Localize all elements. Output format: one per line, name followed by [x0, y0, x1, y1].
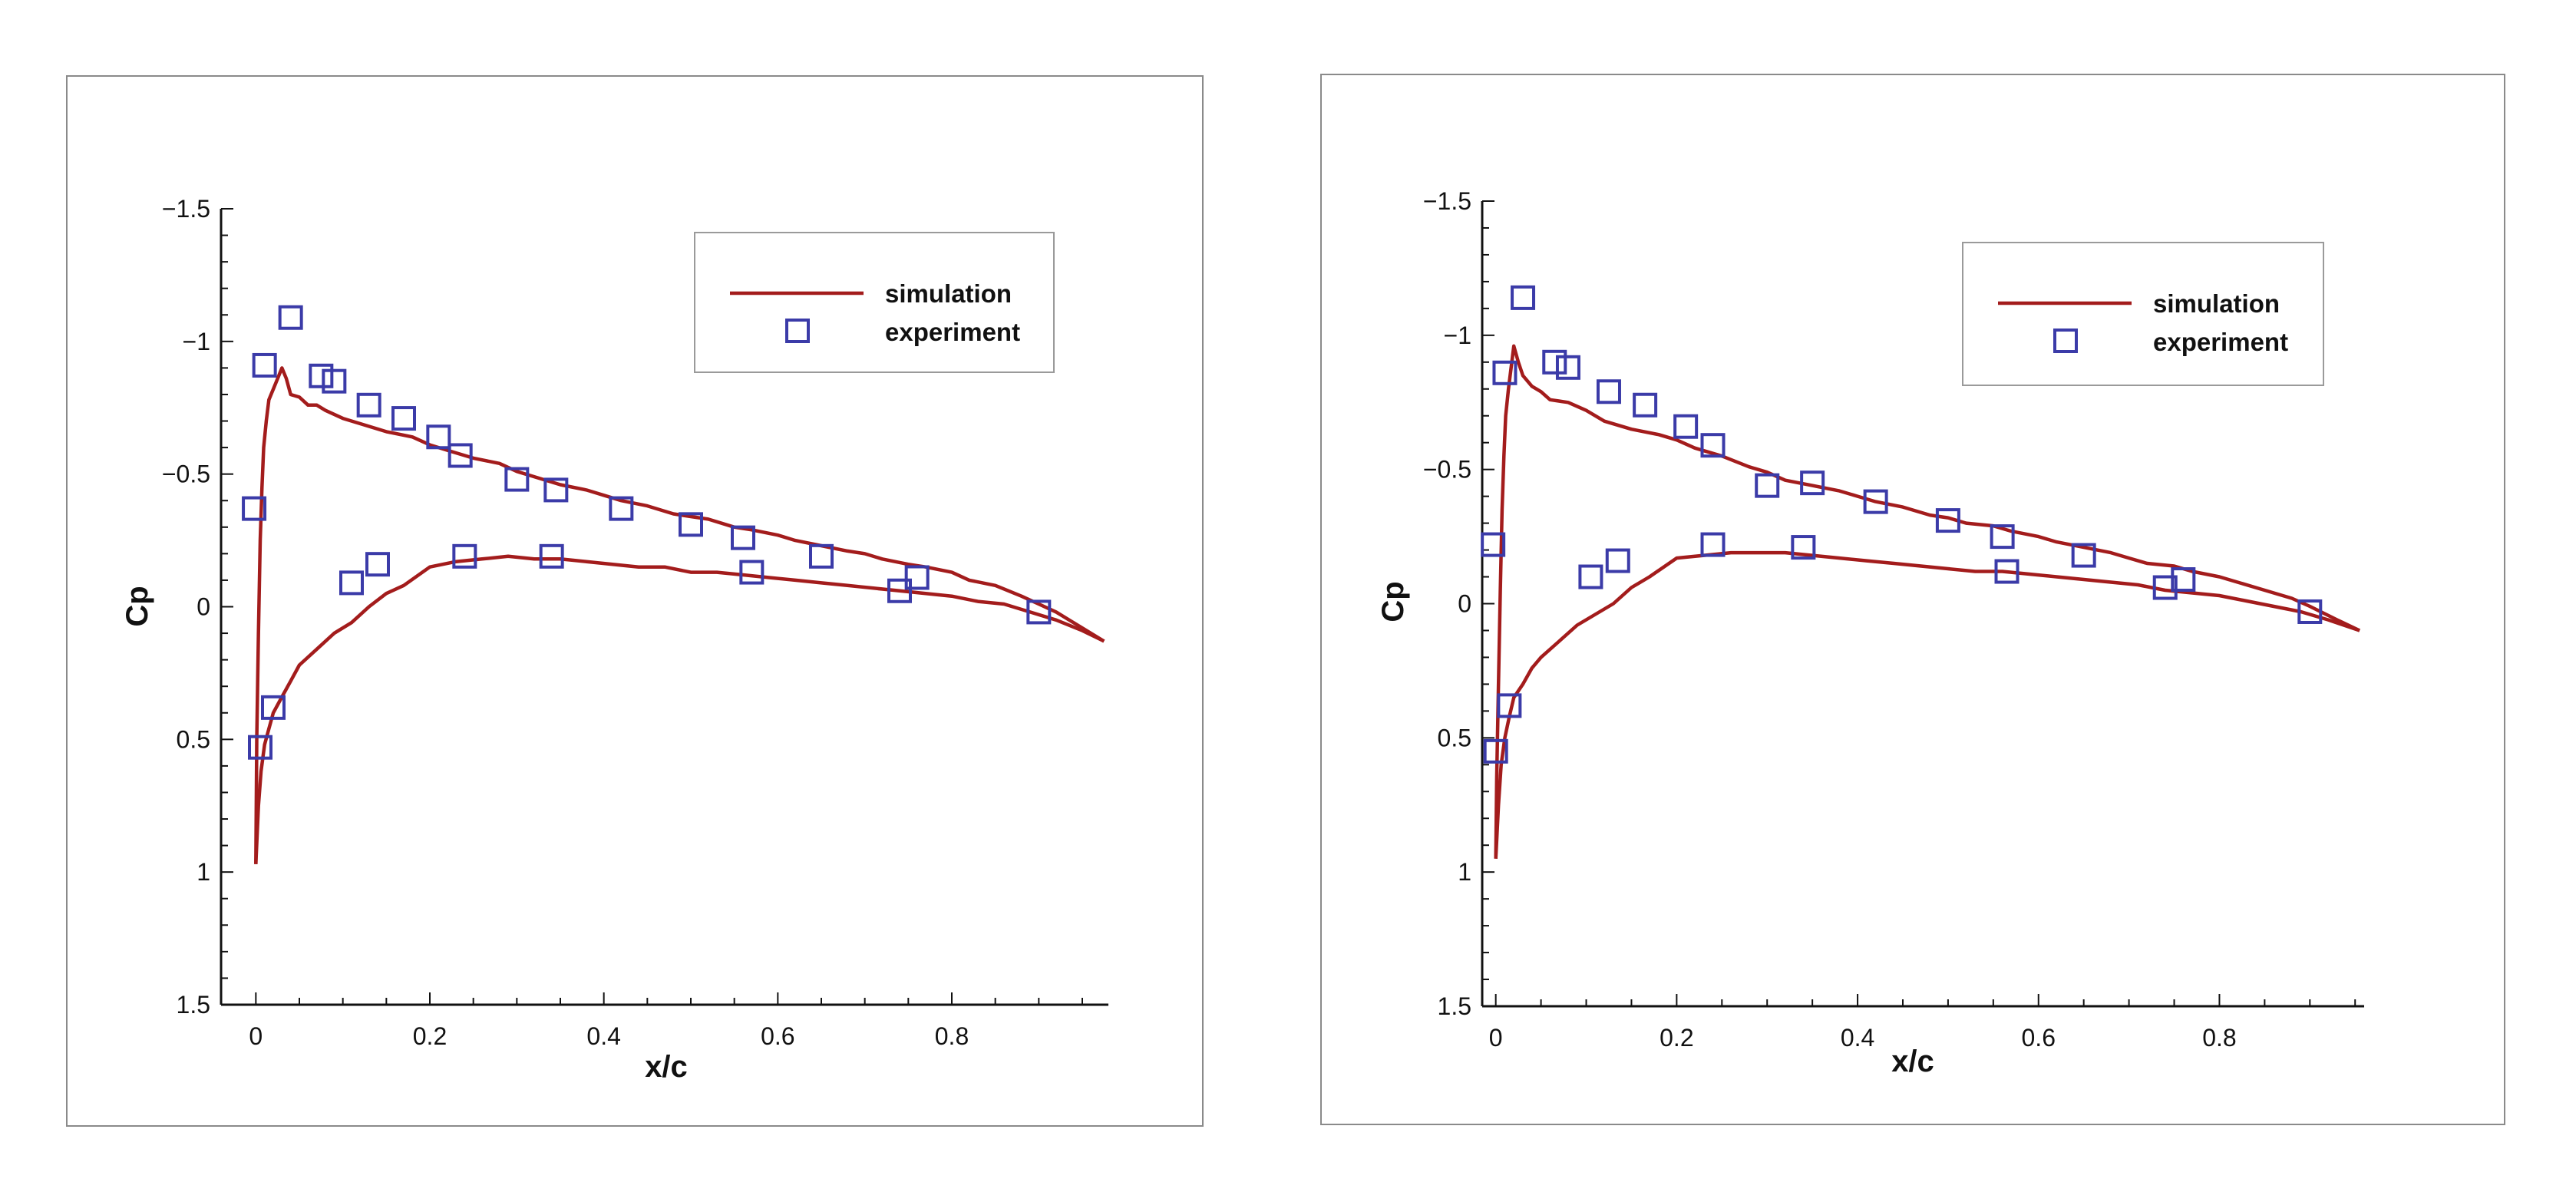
- experiment-point: [1700, 433, 1726, 458]
- experiment-point: [539, 543, 564, 569]
- experiment-point: [1555, 355, 1580, 380]
- experiment-point: [426, 424, 451, 450]
- legend-simulation-label: simulation: [885, 279, 1012, 308]
- experiment-point: [309, 363, 334, 388]
- x-tick-label: 0.6: [2022, 1024, 2056, 1052]
- legend-experiment-label: experiment: [885, 318, 1020, 346]
- experiment-point: [322, 368, 347, 394]
- experiment-point: [1990, 524, 2015, 550]
- legend-simulation-label: simulation: [2153, 289, 2280, 318]
- experiment-point: [261, 695, 286, 720]
- experiment-point: [1596, 379, 1621, 404]
- x-tick-label: 0.8: [935, 1022, 969, 1050]
- simulation-line-lower-surface: [254, 554, 1105, 864]
- experiment-point: [452, 543, 477, 569]
- experiment-point: [356, 392, 381, 418]
- y-tick-label: 1: [1458, 858, 1471, 886]
- experiment-point: [809, 543, 834, 569]
- experiment-point: [1026, 599, 1052, 625]
- x-tick-label: 0.2: [413, 1022, 447, 1050]
- y-tick-label: 0.5: [1438, 724, 1471, 751]
- experiment-point: [1755, 473, 1780, 498]
- experiment-point: [1542, 349, 1567, 375]
- experiment-point: [2171, 567, 2196, 593]
- experiment-point: [2071, 543, 2096, 568]
- x-tick-label: 0.4: [586, 1022, 620, 1050]
- legend-box: [1962, 242, 2324, 386]
- legend-experiment-swatch: [785, 319, 810, 343]
- experiment-point: [1492, 360, 1518, 385]
- experiment-point: [2152, 575, 2178, 600]
- experiment-point: [1605, 548, 1630, 573]
- experiment-point: [1791, 535, 1816, 560]
- experiment-point: [1497, 693, 1522, 718]
- y-tick-label: −1.5: [1423, 187, 1471, 215]
- x-tick-label: 0.6: [761, 1022, 794, 1050]
- experiment-point: [365, 552, 390, 577]
- experiment-point: [391, 406, 416, 431]
- y-axis-title: Cp: [121, 586, 154, 626]
- legend-experiment-label: experiment: [2153, 328, 2288, 356]
- x-tick-label: 0.2: [1660, 1024, 1693, 1052]
- simulation-line-lower-surface: [1494, 550, 2360, 859]
- legend-experiment-swatch: [2053, 329, 2078, 353]
- y-tick-label: 1.5: [177, 991, 210, 1019]
- experiment-point: [1673, 414, 1699, 439]
- experiment-point: [1994, 559, 2020, 584]
- experiment-point: [248, 735, 272, 760]
- chart-left: −1.5 −1 −0.5 0 0.5 1 1.5 0 0.2 0.4 0.6 0.8 x/c Cp simu…: [121, 195, 1108, 1084]
- experiment-point: [731, 525, 755, 550]
- experiment-point: [1633, 392, 1658, 418]
- y-tick-label: 1: [197, 858, 210, 886]
- experiment-point: [447, 443, 473, 468]
- y-tick-label: −1: [183, 328, 210, 355]
- x-axis-title: x/c: [645, 1050, 688, 1084]
- x-tick-label: 0.8: [2202, 1024, 2236, 1052]
- x-tick-label: 0: [249, 1022, 263, 1050]
- y-axis-title: Cp: [1376, 581, 1410, 622]
- y-tick-label: 0.5: [177, 725, 210, 753]
- y-tick-label: −1.5: [162, 195, 210, 223]
- experiment-point: [339, 570, 364, 596]
- experiment-point: [1700, 532, 1726, 557]
- experiment-point: [904, 565, 930, 590]
- experiment-point: [2297, 599, 2323, 624]
- y-tick-label: −0.5: [162, 461, 210, 488]
- simulation-line-upper-surface: [254, 366, 1105, 864]
- experiment-point: [278, 305, 303, 330]
- x-tick-label: 0.4: [1841, 1024, 1874, 1052]
- chart-right: −1.5 −1 −0.5 0 0.5 1 1.5 0 0.2 0.4 0.6 0.8 x/c Cp simu…: [1376, 187, 2364, 1078]
- experiment-point: [609, 496, 634, 521]
- experiment-point: [887, 578, 912, 603]
- simulation-line-upper-surface: [1494, 344, 2361, 859]
- experiment-point: [252, 352, 277, 378]
- experiment-point: [1481, 532, 1506, 557]
- y-tick-label: 0: [197, 593, 210, 621]
- experiment-point: [1483, 738, 1508, 764]
- y-tick-label: −1: [1444, 322, 1471, 349]
- x-tick-label: 0: [1489, 1024, 1503, 1052]
- x-axis-title: x/c: [1891, 1045, 1934, 1078]
- experiment-point: [1863, 489, 1888, 514]
- experiment-point: [543, 477, 569, 503]
- y-tick-label: 1.5: [1438, 992, 1471, 1020]
- experiment-point: [504, 467, 530, 492]
- experiment-point: [1800, 470, 1825, 496]
- y-tick-label: 0: [1458, 590, 1471, 618]
- y-tick-label: −0.5: [1423, 456, 1471, 484]
- experiment-point: [739, 560, 765, 585]
- experiment-point: [679, 512, 703, 537]
- experiment-point: [1578, 564, 1603, 589]
- experiment-point: [242, 496, 267, 521]
- experiment-point: [1511, 285, 1536, 310]
- experiment-point: [1935, 508, 1960, 533]
- legend-box: [694, 232, 1055, 373]
